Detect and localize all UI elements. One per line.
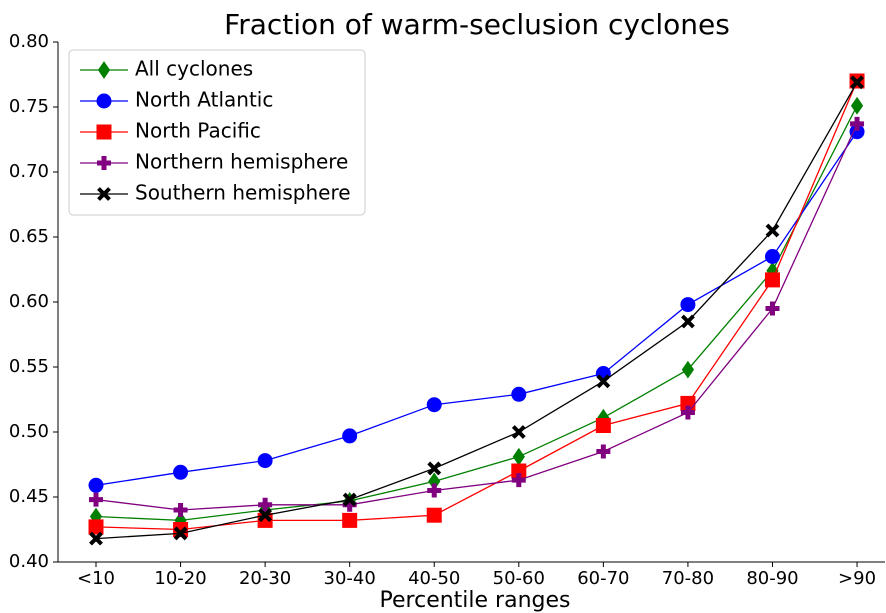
legend-label: Northern hemisphere (135, 150, 348, 174)
marker (258, 497, 273, 512)
marker (97, 156, 111, 170)
marker (173, 464, 189, 480)
series-line (95, 81, 858, 540)
x-tick-label: <10 (77, 568, 115, 589)
marker (342, 512, 358, 528)
x-tick-label: 50-60 (493, 568, 545, 589)
y-tick-label: 0.75 (9, 96, 49, 117)
series-line (95, 105, 858, 522)
marker (342, 492, 357, 507)
legend-label: All cyclones (135, 57, 253, 81)
marker (850, 96, 864, 115)
legend-box (68, 49, 366, 216)
marker (680, 405, 695, 420)
marker (596, 374, 611, 389)
y-tick-label: 0.45 (9, 486, 49, 507)
marker (96, 124, 112, 140)
series-line (95, 131, 858, 486)
x-tick-label: 20-30 (239, 568, 291, 589)
series-line (95, 123, 858, 511)
marker (257, 453, 273, 469)
marker (681, 360, 695, 379)
marker (680, 297, 696, 313)
marker (765, 223, 780, 238)
marker (342, 497, 357, 512)
marker (850, 75, 864, 90)
marker (764, 272, 780, 288)
x-axis-label: Percentile ranges (380, 588, 571, 613)
legend-label: North Atlantic (135, 88, 273, 112)
y-tick-label: 0.65 (9, 226, 49, 247)
y-tick-label: 0.60 (9, 291, 49, 312)
marker (511, 473, 526, 488)
x-tick-label: 80-90 (746, 568, 798, 589)
marker (850, 116, 865, 131)
marker (97, 61, 111, 79)
legend-label: Southern hemisphere (135, 181, 351, 205)
marker (426, 397, 442, 413)
legend: All cyclones North Atlantic North Pacific N… (68, 49, 366, 216)
x-tick-label: 10-20 (154, 568, 206, 589)
marker (596, 444, 611, 459)
x-tick-label: 60-70 (577, 568, 629, 589)
marker (88, 477, 104, 493)
marker (512, 447, 525, 466)
y-tick-label: 0.55 (9, 356, 49, 377)
marker (765, 301, 780, 316)
marker (427, 461, 442, 476)
marker (427, 483, 442, 498)
marker (681, 314, 695, 329)
marker (173, 503, 188, 517)
marker (173, 526, 188, 541)
x-tick-label: 30-40 (324, 568, 376, 589)
y-tick-label: 0.80 (9, 31, 49, 52)
marker (595, 418, 611, 433)
marker (97, 187, 111, 201)
marker (89, 531, 103, 546)
x-tick-label: 40-50 (408, 568, 460, 589)
y-tick-label: 0.50 (9, 421, 49, 442)
marker (511, 425, 526, 439)
chart-title: Fraction of warm-seclusion cyclones (224, 8, 730, 41)
marker (89, 492, 103, 507)
marker (96, 93, 112, 109)
marker (764, 249, 780, 264)
marker (258, 508, 273, 523)
marker (426, 507, 442, 523)
legend-label: North Pacific (135, 119, 261, 143)
y-tick-label: 0.40 (9, 551, 49, 572)
x-tick-label: 70-80 (662, 568, 714, 589)
marker (342, 428, 358, 444)
marker (88, 519, 104, 535)
marker (511, 386, 527, 402)
y-tick-label: 0.70 (9, 161, 49, 182)
x-tick-label: >90 (838, 568, 876, 589)
